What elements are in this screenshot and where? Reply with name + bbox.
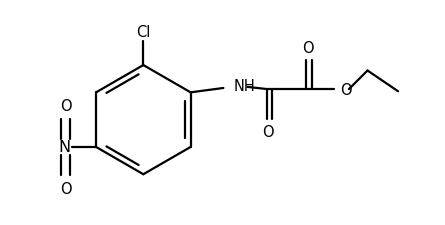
Text: N: N [58, 140, 70, 155]
Text: O: O [263, 124, 274, 140]
Text: NH: NH [233, 79, 255, 94]
Text: O: O [60, 99, 71, 114]
Text: O: O [302, 41, 313, 56]
Text: O: O [340, 82, 352, 97]
Text: Cl: Cl [136, 25, 150, 40]
Text: O: O [60, 181, 71, 196]
